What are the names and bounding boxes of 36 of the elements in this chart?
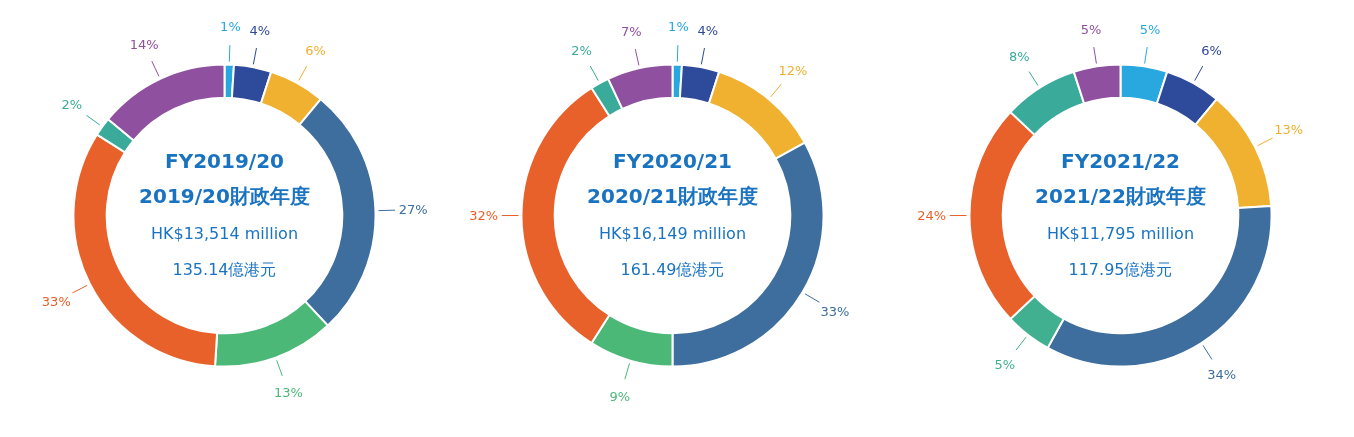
text: 2021/22財政年度 — [1035, 183, 1206, 208]
data-label: 34% — [1207, 367, 1237, 383]
data-label: 6% — [1201, 42, 1222, 58]
data-label: 8% — [1009, 48, 1030, 64]
text: 117.95億港元 — [1068, 260, 1173, 280]
data-label: 14% — [129, 37, 159, 53]
data-label: 33% — [41, 293, 71, 309]
data-label: 5% — [1139, 21, 1161, 37]
data-label: 7% — [621, 23, 642, 39]
data-label: 13% — [1274, 122, 1304, 138]
data-label: 2% — [571, 42, 592, 58]
data-label: 24% — [917, 208, 947, 223]
data-label: 13% — [274, 385, 303, 401]
text: HK$13,514 million — [150, 224, 299, 244]
text: HK$11,795 million — [1046, 224, 1195, 244]
data-label: 32% — [469, 208, 499, 223]
text: FY2021/22 — [1061, 149, 1180, 174]
data-label: 27% — [398, 202, 428, 218]
text: FY2020/21 — [613, 149, 732, 174]
text: 2019/20財政年度 — [139, 183, 310, 208]
data-label: 33% — [820, 304, 850, 320]
text: HK$16,149 million — [598, 224, 747, 244]
data-label: 5% — [1080, 21, 1102, 37]
data-label: 4% — [697, 22, 719, 38]
text: 135.14億港元 — [172, 260, 277, 280]
data-label: 1% — [220, 19, 241, 35]
data-label: 5% — [994, 357, 1016, 373]
data-label: 2% — [61, 97, 83, 113]
text: 161.49億港元 — [620, 260, 725, 280]
text: FY2019/20 — [165, 149, 284, 174]
data-label: 9% — [609, 389, 631, 405]
text: 2020/21財政年度 — [587, 183, 758, 208]
data-label: 12% — [778, 62, 808, 78]
data-label: 6% — [305, 42, 326, 58]
data-label: 4% — [249, 22, 271, 38]
data-label: 1% — [668, 19, 689, 35]
